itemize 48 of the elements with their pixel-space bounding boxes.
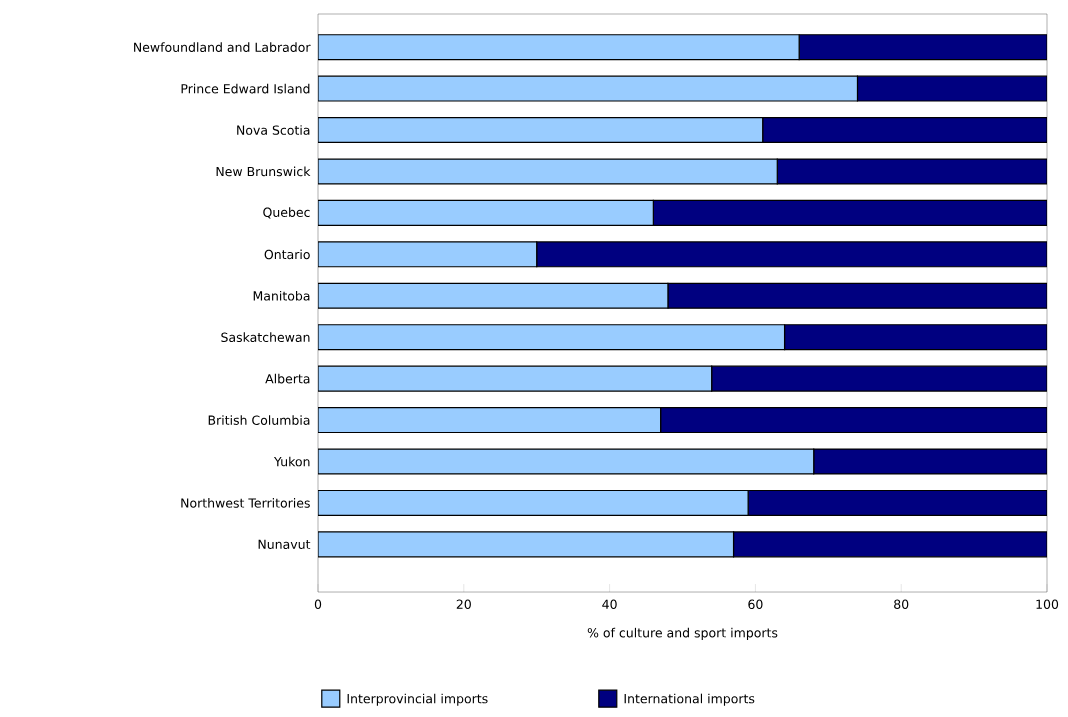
- x-axis-title: % of culture and sport imports: [587, 627, 778, 640]
- bar: [711, 365, 1048, 392]
- bar: [318, 448, 815, 475]
- bar: [318, 199, 654, 226]
- bar: [732, 531, 1048, 558]
- y-tick-label: Manitoba: [253, 290, 310, 301]
- bar: [318, 407, 662, 434]
- bar: [776, 158, 1048, 185]
- y-tick-label: Newfoundland and Labrador: [134, 42, 311, 52]
- bar: [667, 282, 1048, 309]
- bar: [318, 282, 669, 309]
- x-tick-label: 100: [1036, 599, 1059, 609]
- x-tick-label: 40: [602, 599, 617, 609]
- bar: [536, 241, 1048, 268]
- y-tick-label: Prince Edward Island: [181, 83, 310, 94]
- y-tick-label: Alberta: [265, 373, 310, 384]
- y-tick-label: Yukon: [273, 456, 310, 467]
- y-tick-label: Quebec: [263, 207, 310, 219]
- bar: [318, 365, 713, 392]
- bar: [652, 199, 1048, 226]
- bar: [318, 531, 735, 558]
- legend-label: Interprovincial imports: [347, 693, 488, 706]
- bar: [856, 75, 1048, 102]
- y-tick-label: Saskatchewan: [221, 332, 310, 343]
- bar: [318, 241, 538, 268]
- x-tick-label: 60: [748, 599, 763, 609]
- bar: [783, 324, 1048, 351]
- y-tick-label: Northwest Territories: [181, 498, 310, 508]
- bar: [747, 489, 1048, 516]
- bar: [798, 34, 1048, 61]
- bar: [660, 407, 1048, 434]
- legend-label: International imports: [624, 693, 755, 706]
- bar: [762, 116, 1048, 144]
- x-tick-label: 0: [314, 599, 322, 609]
- y-tick-label: Ontario: [264, 249, 310, 260]
- bar: [318, 116, 764, 144]
- y-tick-label: New Brunswick: [216, 166, 311, 177]
- bar: [318, 158, 778, 185]
- y-tick-label: British Columbia: [208, 415, 310, 425]
- y-tick-label: Nova Scotia: [237, 125, 310, 135]
- bar: [318, 324, 786, 351]
- x-tick-label: 80: [894, 599, 909, 609]
- bar: [318, 75, 859, 102]
- bar: [318, 34, 800, 61]
- y-tick-label: Nunavut: [258, 539, 311, 550]
- bar: [318, 489, 749, 516]
- x-tick-label: 20: [456, 599, 471, 609]
- bar: [813, 448, 1048, 475]
